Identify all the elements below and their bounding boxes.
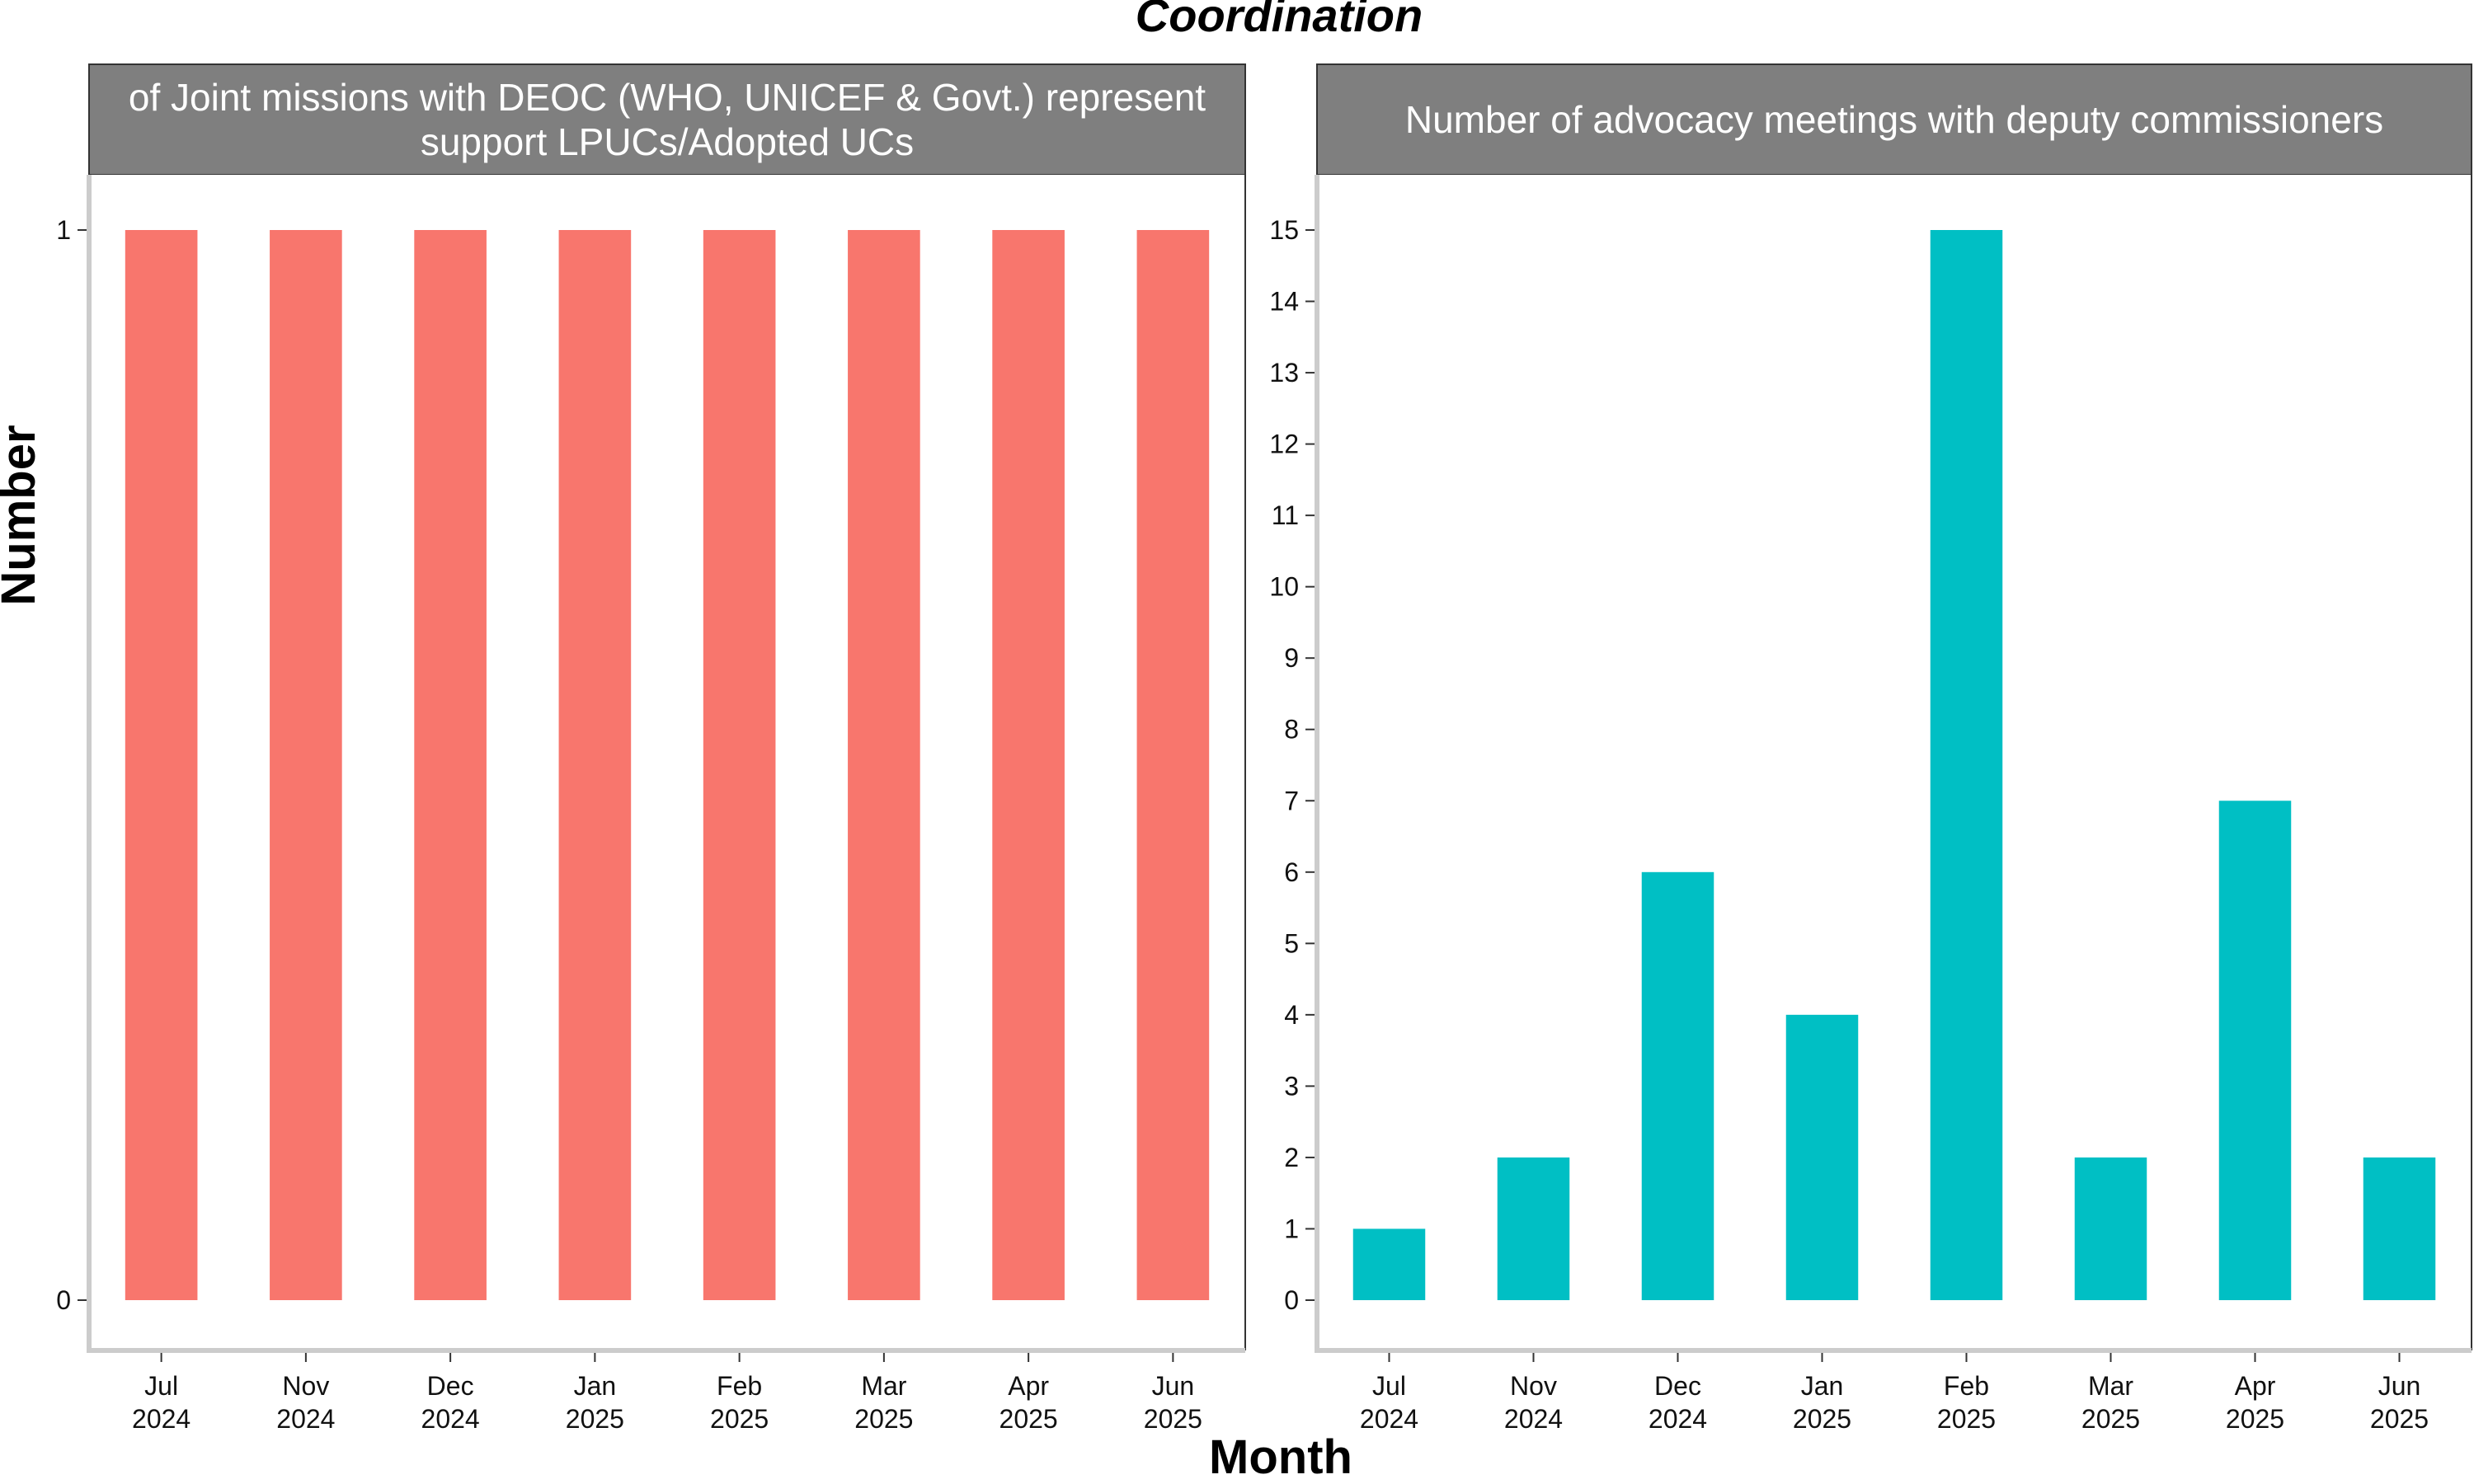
- y-axis-title: Number: [0, 425, 45, 605]
- y-tick-label: 11: [1272, 500, 1299, 530]
- x-tick-label: Apr 2025: [2226, 1371, 2284, 1434]
- y-tick-label: 13: [1269, 358, 1299, 387]
- y-tick-label: 9: [1284, 643, 1299, 673]
- y-tick-label: 10: [1269, 572, 1299, 602]
- facet-strip-label: Number of advocacy meetings with deputy …: [1405, 98, 2383, 141]
- x-tick-label: Nov 2024: [1504, 1371, 1563, 1434]
- bar: [848, 230, 920, 1300]
- facet-strip-label: support LPUCs/Adopted UCs: [421, 120, 914, 163]
- x-tick-label: Mar 2025: [2081, 1371, 2140, 1434]
- x-tick-label: Dec 2024: [1649, 1371, 1707, 1434]
- bar: [2074, 1157, 2147, 1300]
- panel-1: of Joint missions with DEOC (WHO, UNICEF…: [56, 63, 1246, 1434]
- bar: [992, 230, 1065, 1300]
- y-tick-label: 4: [1284, 1000, 1299, 1030]
- x-tick-label: Nov 2024: [276, 1371, 335, 1434]
- plot-panel: [89, 175, 1245, 1350]
- y-tick-label: 6: [1284, 857, 1299, 887]
- y-tick-label: 5: [1284, 928, 1299, 958]
- chart-title: Coordination: [1136, 0, 1423, 41]
- bar: [414, 230, 487, 1300]
- y-tick-label: 0: [1284, 1285, 1299, 1315]
- x-tick-label: Jul 2024: [132, 1371, 190, 1434]
- x-tick-label: Jan 2025: [566, 1371, 624, 1434]
- bar: [703, 230, 776, 1300]
- bar: [1497, 1157, 1570, 1300]
- y-tick-label: 12: [1269, 430, 1299, 459]
- bar: [270, 230, 342, 1300]
- bar: [1641, 871, 1714, 1300]
- y-tick-label: 15: [1269, 215, 1299, 245]
- x-tick-label: Feb 2025: [710, 1371, 769, 1434]
- y-tick-label: 1: [1284, 1214, 1299, 1243]
- facet-strip-label: of Joint missions with DEOC (WHO, UNICEF…: [129, 76, 1206, 119]
- facet-strip: [88, 63, 1246, 176]
- x-tick-label: Mar 2025: [854, 1371, 913, 1434]
- y-tick-label: 14: [1269, 287, 1299, 317]
- bar: [1930, 230, 2003, 1300]
- x-tick-label: Jun 2025: [1144, 1371, 1202, 1434]
- bar: [558, 230, 632, 1300]
- bar: [1785, 1014, 1859, 1300]
- bar: [2363, 1157, 2436, 1300]
- bar: [1136, 230, 1210, 1300]
- bar: [1352, 1228, 1426, 1300]
- panel-2: Number of advocacy meetings with deputy …: [1269, 63, 2472, 1434]
- x-tick-label: Dec 2024: [421, 1371, 480, 1434]
- x-tick-label: Jun 2025: [2370, 1371, 2429, 1434]
- bar: [2218, 801, 2292, 1300]
- x-tick-label: Jul 2024: [1360, 1371, 1418, 1434]
- x-tick-label: Apr 2025: [999, 1371, 1058, 1434]
- y-tick-label: 3: [1284, 1071, 1299, 1101]
- x-axis-title: Month: [1209, 1430, 1352, 1484]
- facet-strip: [1316, 63, 2472, 176]
- y-tick-label: 8: [1284, 715, 1299, 744]
- x-tick-label: Feb 2025: [1937, 1371, 1996, 1434]
- plot-panel: [1317, 175, 2472, 1350]
- y-tick-label: 7: [1284, 786, 1299, 815]
- x-tick-label: Jan 2025: [1793, 1371, 1851, 1434]
- bar: [125, 230, 198, 1300]
- y-tick-label: 1: [56, 215, 71, 245]
- y-tick-label: 0: [56, 1285, 71, 1315]
- y-tick-label: 2: [1284, 1143, 1299, 1172]
